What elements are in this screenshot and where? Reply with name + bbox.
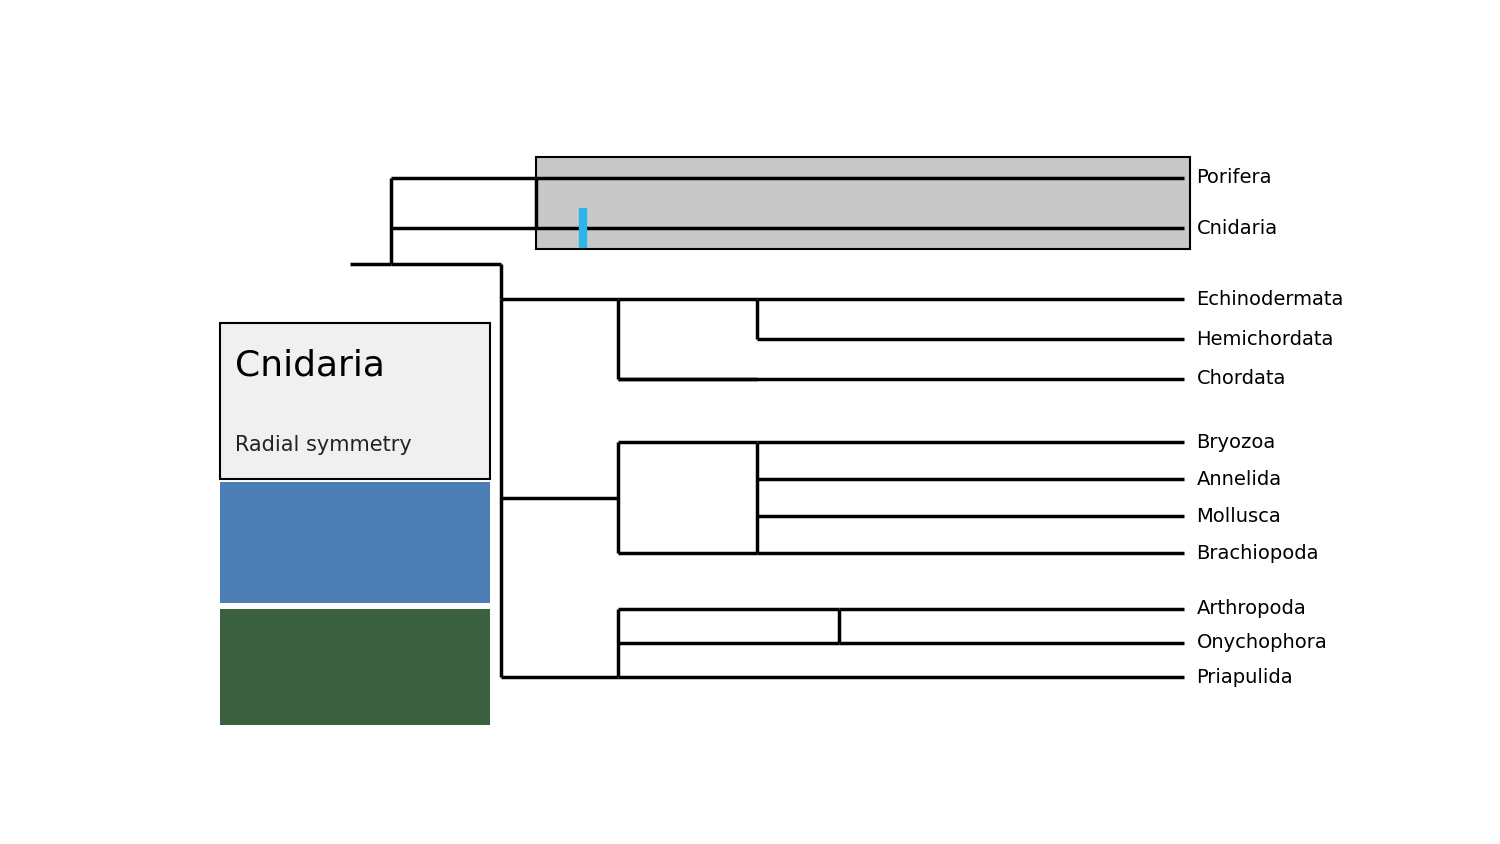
Bar bbox=[220, 323, 489, 479]
Text: Bryozoa: Bryozoa bbox=[1197, 433, 1276, 452]
Text: Onychophora: Onychophora bbox=[1197, 633, 1328, 652]
Text: Brachiopoda: Brachiopoda bbox=[1197, 544, 1318, 562]
Bar bbox=[220, 482, 489, 603]
Text: Annelida: Annelida bbox=[1197, 469, 1281, 489]
Text: Hemichordata: Hemichordata bbox=[1197, 329, 1334, 349]
Text: Radial symmetry: Radial symmetry bbox=[236, 435, 412, 455]
Text: Chordata: Chordata bbox=[1197, 369, 1286, 388]
Text: Cnidaria: Cnidaria bbox=[236, 349, 386, 382]
Text: Arthropoda: Arthropoda bbox=[1197, 599, 1306, 618]
Text: Priapulida: Priapulida bbox=[1197, 668, 1293, 687]
Text: Porifera: Porifera bbox=[1197, 169, 1272, 187]
Text: Echinodermata: Echinodermata bbox=[1197, 290, 1344, 309]
Text: Mollusca: Mollusca bbox=[1197, 506, 1281, 526]
Bar bbox=[220, 609, 489, 725]
Bar bbox=[537, 157, 1190, 249]
Text: Cnidaria: Cnidaria bbox=[1197, 219, 1278, 237]
